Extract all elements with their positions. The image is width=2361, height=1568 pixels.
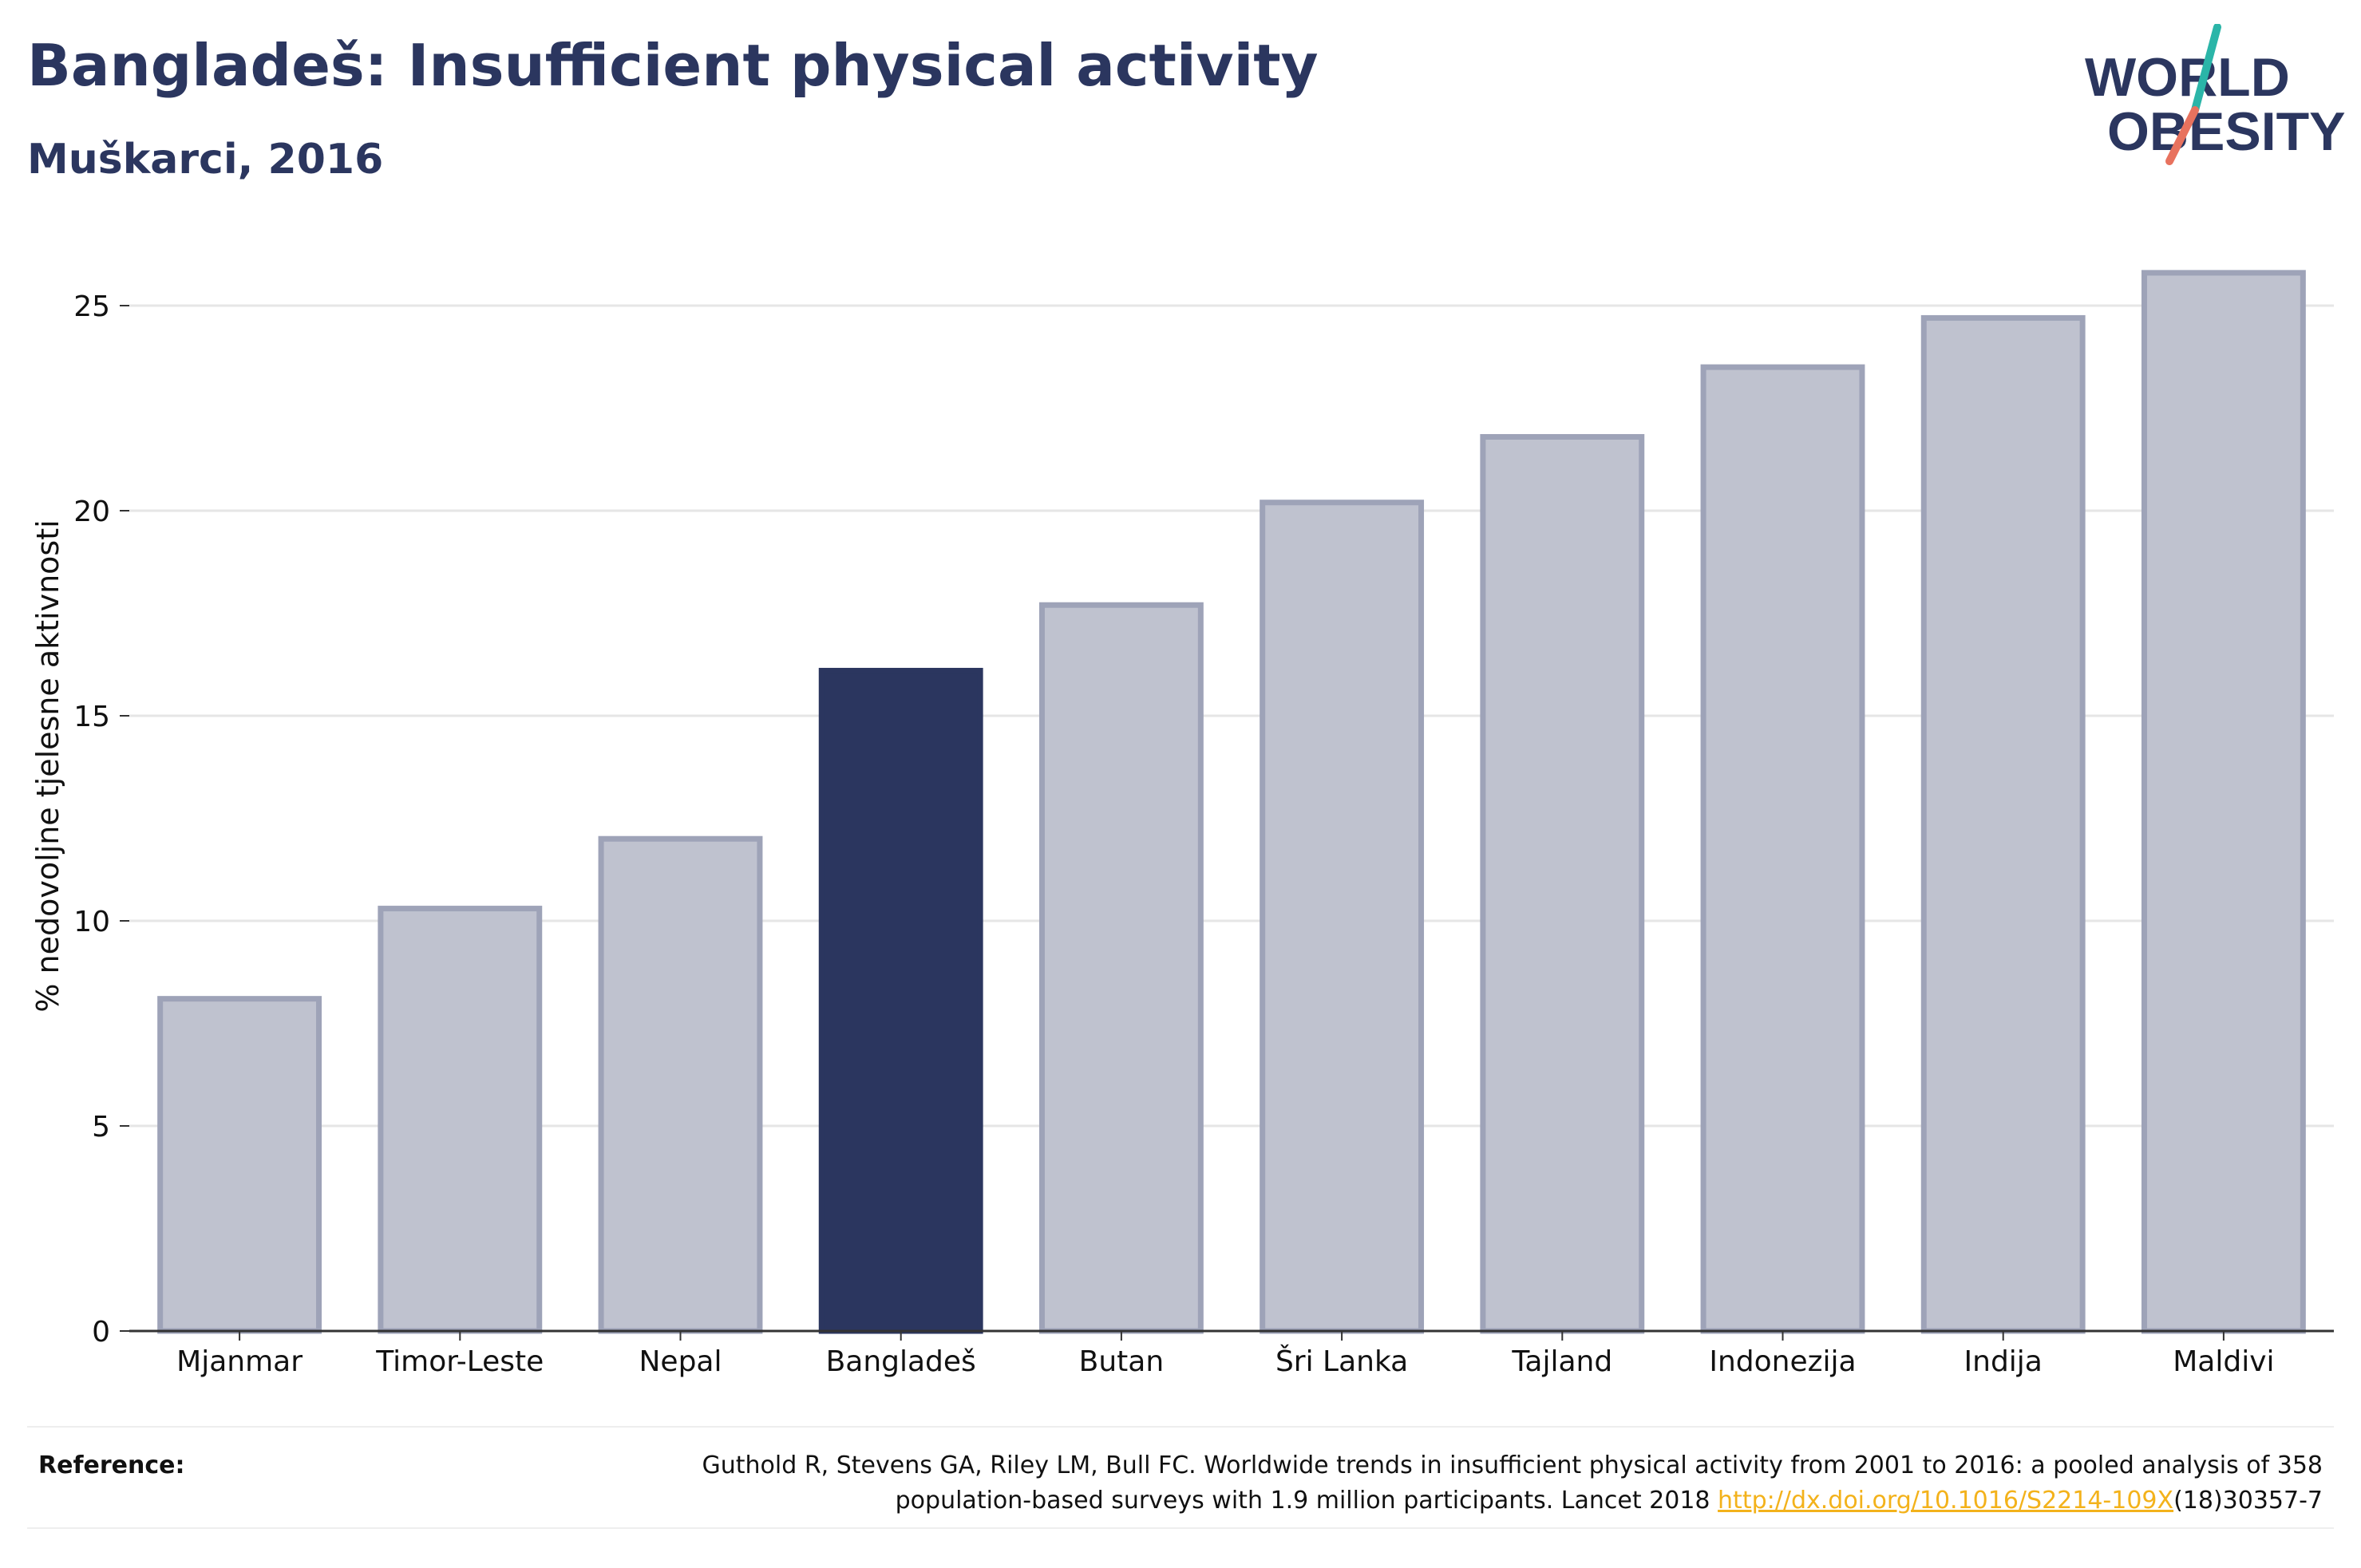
x-tick-label: Bangladeš — [826, 1345, 976, 1378]
chart-subtitle: Muškarci, 2016 — [27, 136, 384, 184]
bar-Mjanmar — [157, 996, 322, 1334]
bar-Indonezija — [1700, 364, 1865, 1334]
logo-word-2: OBESITY — [2107, 101, 2346, 162]
bar-chart: 0 5 10 15 20 25 Mjanmar Timor-Leste Nepal Bangla… — [73, 270, 2334, 1378]
x-tick-label: Tajland — [1511, 1345, 1612, 1378]
bar-Šri Lanka — [1260, 500, 1425, 1334]
bar-Butan — [1038, 602, 1204, 1334]
x-tick-label: Indonezija — [1709, 1345, 1856, 1378]
x-tick-label: Šri Lanka — [1275, 1345, 1408, 1378]
x-tick-labels: Mjanmar Timor-Leste Nepal Bangladeš Butan Šri… — [176, 1331, 2275, 1378]
bar-Nepal — [598, 835, 763, 1334]
reference-footer: Reference: Guthold R, Stevens GA, Riley … — [27, 1426, 2334, 1529]
y-tick-label: 0 — [92, 1316, 110, 1349]
y-tick-label: 20 — [73, 496, 110, 528]
reference-doi-link[interactable]: http://dx.doi.org/10.1016/S2214-109X — [1718, 1487, 2174, 1515]
logo-word-1: WORLD — [2085, 47, 2290, 108]
x-tick-label: Nepal — [639, 1345, 722, 1378]
x-tick-label: Butan — [1079, 1345, 1165, 1378]
bar-Indija — [1920, 314, 2086, 1334]
bar-Tajland — [1480, 433, 1645, 1334]
bar-Maldivi — [2141, 270, 2306, 1334]
y-tick-labels: 0 5 10 15 20 25 — [73, 290, 129, 1349]
x-tick-label: Indija — [1964, 1345, 2043, 1378]
logo-slash-bottom — [2165, 106, 2199, 165]
bars — [157, 270, 2306, 1334]
x-tick-label: Mjanmar — [176, 1345, 303, 1378]
chart-title: Bangladeš: Insufficient physical activit… — [27, 32, 1319, 99]
reference-tail: (18)30357-7 — [2173, 1487, 2323, 1515]
y-tick-label: 10 — [73, 906, 110, 938]
bar-Timor-Leste — [378, 906, 543, 1334]
y-tick-label: 5 — [92, 1111, 110, 1143]
y-tick-label: 15 — [73, 701, 110, 733]
bar-Bangladeš — [818, 667, 983, 1334]
logo-slash-top — [2191, 24, 2221, 114]
x-tick-label: Maldivi — [2173, 1345, 2274, 1378]
y-tick-label: 25 — [73, 290, 110, 323]
world-obesity-logo: WORLD OBESITY — [2085, 24, 2346, 165]
x-tick-label: Timor-Leste — [375, 1345, 544, 1378]
reference-citation: Guthold R, Stevens GA, Riley LM, Bull FC… — [567, 1448, 2323, 1519]
reference-text: Guthold R, Stevens GA, Riley LM, Bull FC… — [702, 1451, 2323, 1515]
reference-label: Reference: — [38, 1451, 185, 1479]
y-axis-label: % nedovoljne tjelesne aktivnosti — [30, 519, 65, 1013]
